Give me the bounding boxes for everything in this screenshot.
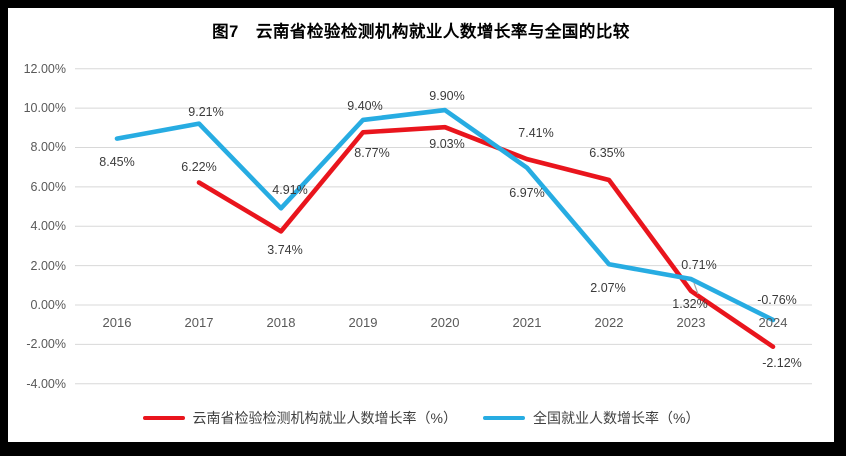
data-label: 9.40%	[347, 98, 383, 113]
data-label: -0.76%	[757, 292, 797, 307]
x-axis-label: 2023	[676, 315, 706, 330]
x-axis-label: 2017	[184, 315, 214, 330]
data-label: 4.91%	[272, 183, 308, 198]
x-axis-label: 2016	[102, 315, 132, 330]
data-label: 6.97%	[509, 185, 545, 200]
yunnan-line-swatch	[142, 415, 185, 421]
data-label: -2.12%	[762, 355, 802, 370]
x-axis-label: 2021	[512, 315, 542, 330]
y-axis-label: -4.00%	[26, 376, 66, 391]
plot-area	[75, 68, 812, 385]
data-label: 1.32%	[672, 297, 708, 311]
legend-label-yunnan: 云南省检验检测机构就业人数增长率（%）	[192, 410, 457, 426]
chart-title: 图7 云南省检验检测机构就业人数增长率与全国的比较	[212, 23, 630, 41]
data-label: 8.45%	[99, 154, 135, 169]
x-axis-label: 2019	[348, 315, 378, 330]
legend-item-yunnan: 云南省检验检测机构就业人数增长率（%）	[142, 408, 457, 428]
legend: 云南省检验检测机构就业人数增长率（%） 全国就业人数增长率（%）	[8, 408, 834, 428]
y-axis-label: 2.00%	[30, 258, 66, 273]
data-label: 6.22%	[181, 159, 217, 174]
data-label: 9.90%	[429, 89, 465, 104]
x-axis-label: 2024	[758, 315, 788, 330]
chart-panel: 图7 云南省检验检测机构就业人数增长率与全国的比较 12.00% 10.00% 8.…	[8, 8, 834, 442]
x-axis-label: 2022	[594, 315, 624, 330]
data-label: 8.77%	[354, 146, 390, 161]
data-label: 3.74%	[267, 243, 303, 258]
y-axis-label: 0.00%	[30, 298, 66, 312]
series-line-yunnan	[196, 124, 776, 350]
data-label: 2.07%	[590, 281, 626, 296]
data-label: 9.21%	[188, 104, 224, 119]
y-axis-label: -2.00%	[26, 337, 66, 352]
label-leader-line	[693, 282, 699, 295]
data-label: 9.03%	[429, 137, 465, 152]
y-axis-label: 4.00%	[30, 219, 66, 234]
legend-label-national: 全国就业人数增长率（%）	[533, 410, 700, 426]
y-axis-label: 8.00%	[30, 140, 66, 155]
data-label: 6.35%	[589, 145, 625, 160]
x-axis-label: 2020	[430, 315, 460, 330]
data-label: 0.71%	[681, 258, 717, 273]
y-axis-label: 10.00%	[23, 101, 66, 116]
y-axis-label: 6.00%	[30, 179, 66, 194]
y-axis-label: 12.00%	[23, 61, 66, 76]
national-line-swatch	[483, 415, 525, 421]
x-axis-label: 2018	[266, 315, 296, 330]
data-label: 7.41%	[518, 126, 554, 141]
series-line-national	[114, 107, 776, 323]
legend-item-national: 全国就业人数增长率（%）	[483, 408, 699, 428]
